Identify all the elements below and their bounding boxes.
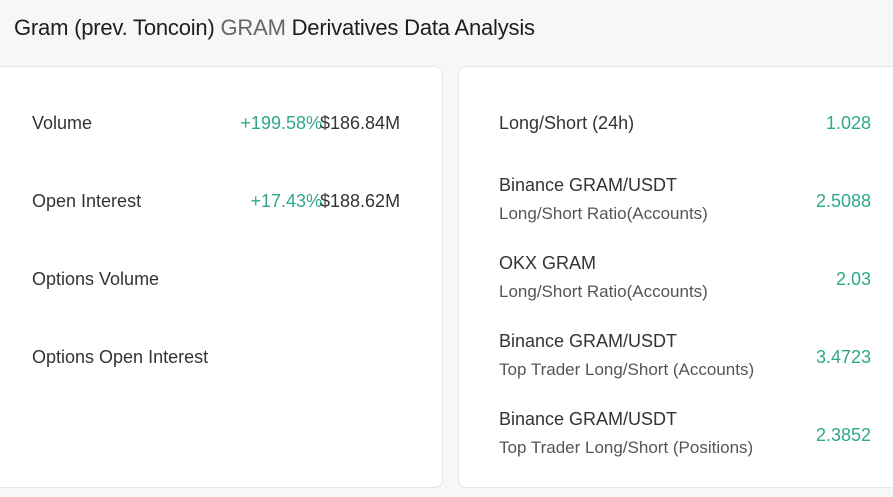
page-title: Gram (prev. Toncoin) GRAM Derivatives Da…	[14, 14, 535, 42]
stat-row-open-interest: Open Interest +17.43% $188.62M	[32, 189, 432, 213]
page-title-prefix: Gram (prev. Toncoin)	[14, 15, 221, 40]
market-stats-card: Volume +199.58% $186.84M Open Interest +…	[0, 66, 443, 488]
ratio-title: Binance GRAM/USDT	[499, 409, 678, 429]
stat-label: Options Open Interest	[32, 347, 209, 367]
ratio-value: 1.028	[825, 113, 871, 133]
stat-row-options-open-interest: Options Open Interest	[32, 345, 432, 369]
stat-row-volume: Volume +199.58% $186.84M	[32, 111, 432, 135]
ratio-title: Binance GRAM/USDT	[499, 331, 678, 351]
stat-value: $186.84M	[320, 113, 401, 133]
ratio-subtitle: Long/Short Ratio(Accounts)	[499, 282, 708, 301]
ratio-title: Long/Short (24h)	[499, 113, 635, 133]
ticker-symbol: GRAM	[220, 15, 286, 40]
ratio-value: 2.03	[835, 269, 871, 289]
stat-change: +17.43%	[250, 191, 322, 211]
stat-change: +199.58%	[240, 113, 322, 133]
ratio-value: 2.3852	[815, 425, 871, 445]
ratio-value: 3.4723	[815, 347, 871, 367]
ratio-value: 2.5088	[815, 191, 871, 211]
stat-label: Options Volume	[32, 269, 160, 289]
stat-label: Volume	[32, 113, 93, 133]
stat-label: Open Interest	[32, 191, 142, 211]
long-short-ratio-card: Long/Short (24h) 1.028 Binance GRAM/USDT…	[458, 66, 893, 488]
ratio-subtitle: Long/Short Ratio(Accounts)	[499, 204, 708, 223]
ratio-subtitle: Top Trader Long/Short (Positions)	[499, 438, 754, 457]
ratio-title: Binance GRAM/USDT	[499, 175, 678, 195]
ratio-title: OKX GRAM	[499, 253, 597, 273]
stat-value: $188.62M	[320, 191, 401, 211]
ratio-subtitle: Top Trader Long/Short (Accounts)	[499, 360, 755, 379]
stat-row-options-volume: Options Volume	[32, 267, 432, 291]
page-title-suffix: Derivatives Data Analysis	[285, 15, 535, 40]
